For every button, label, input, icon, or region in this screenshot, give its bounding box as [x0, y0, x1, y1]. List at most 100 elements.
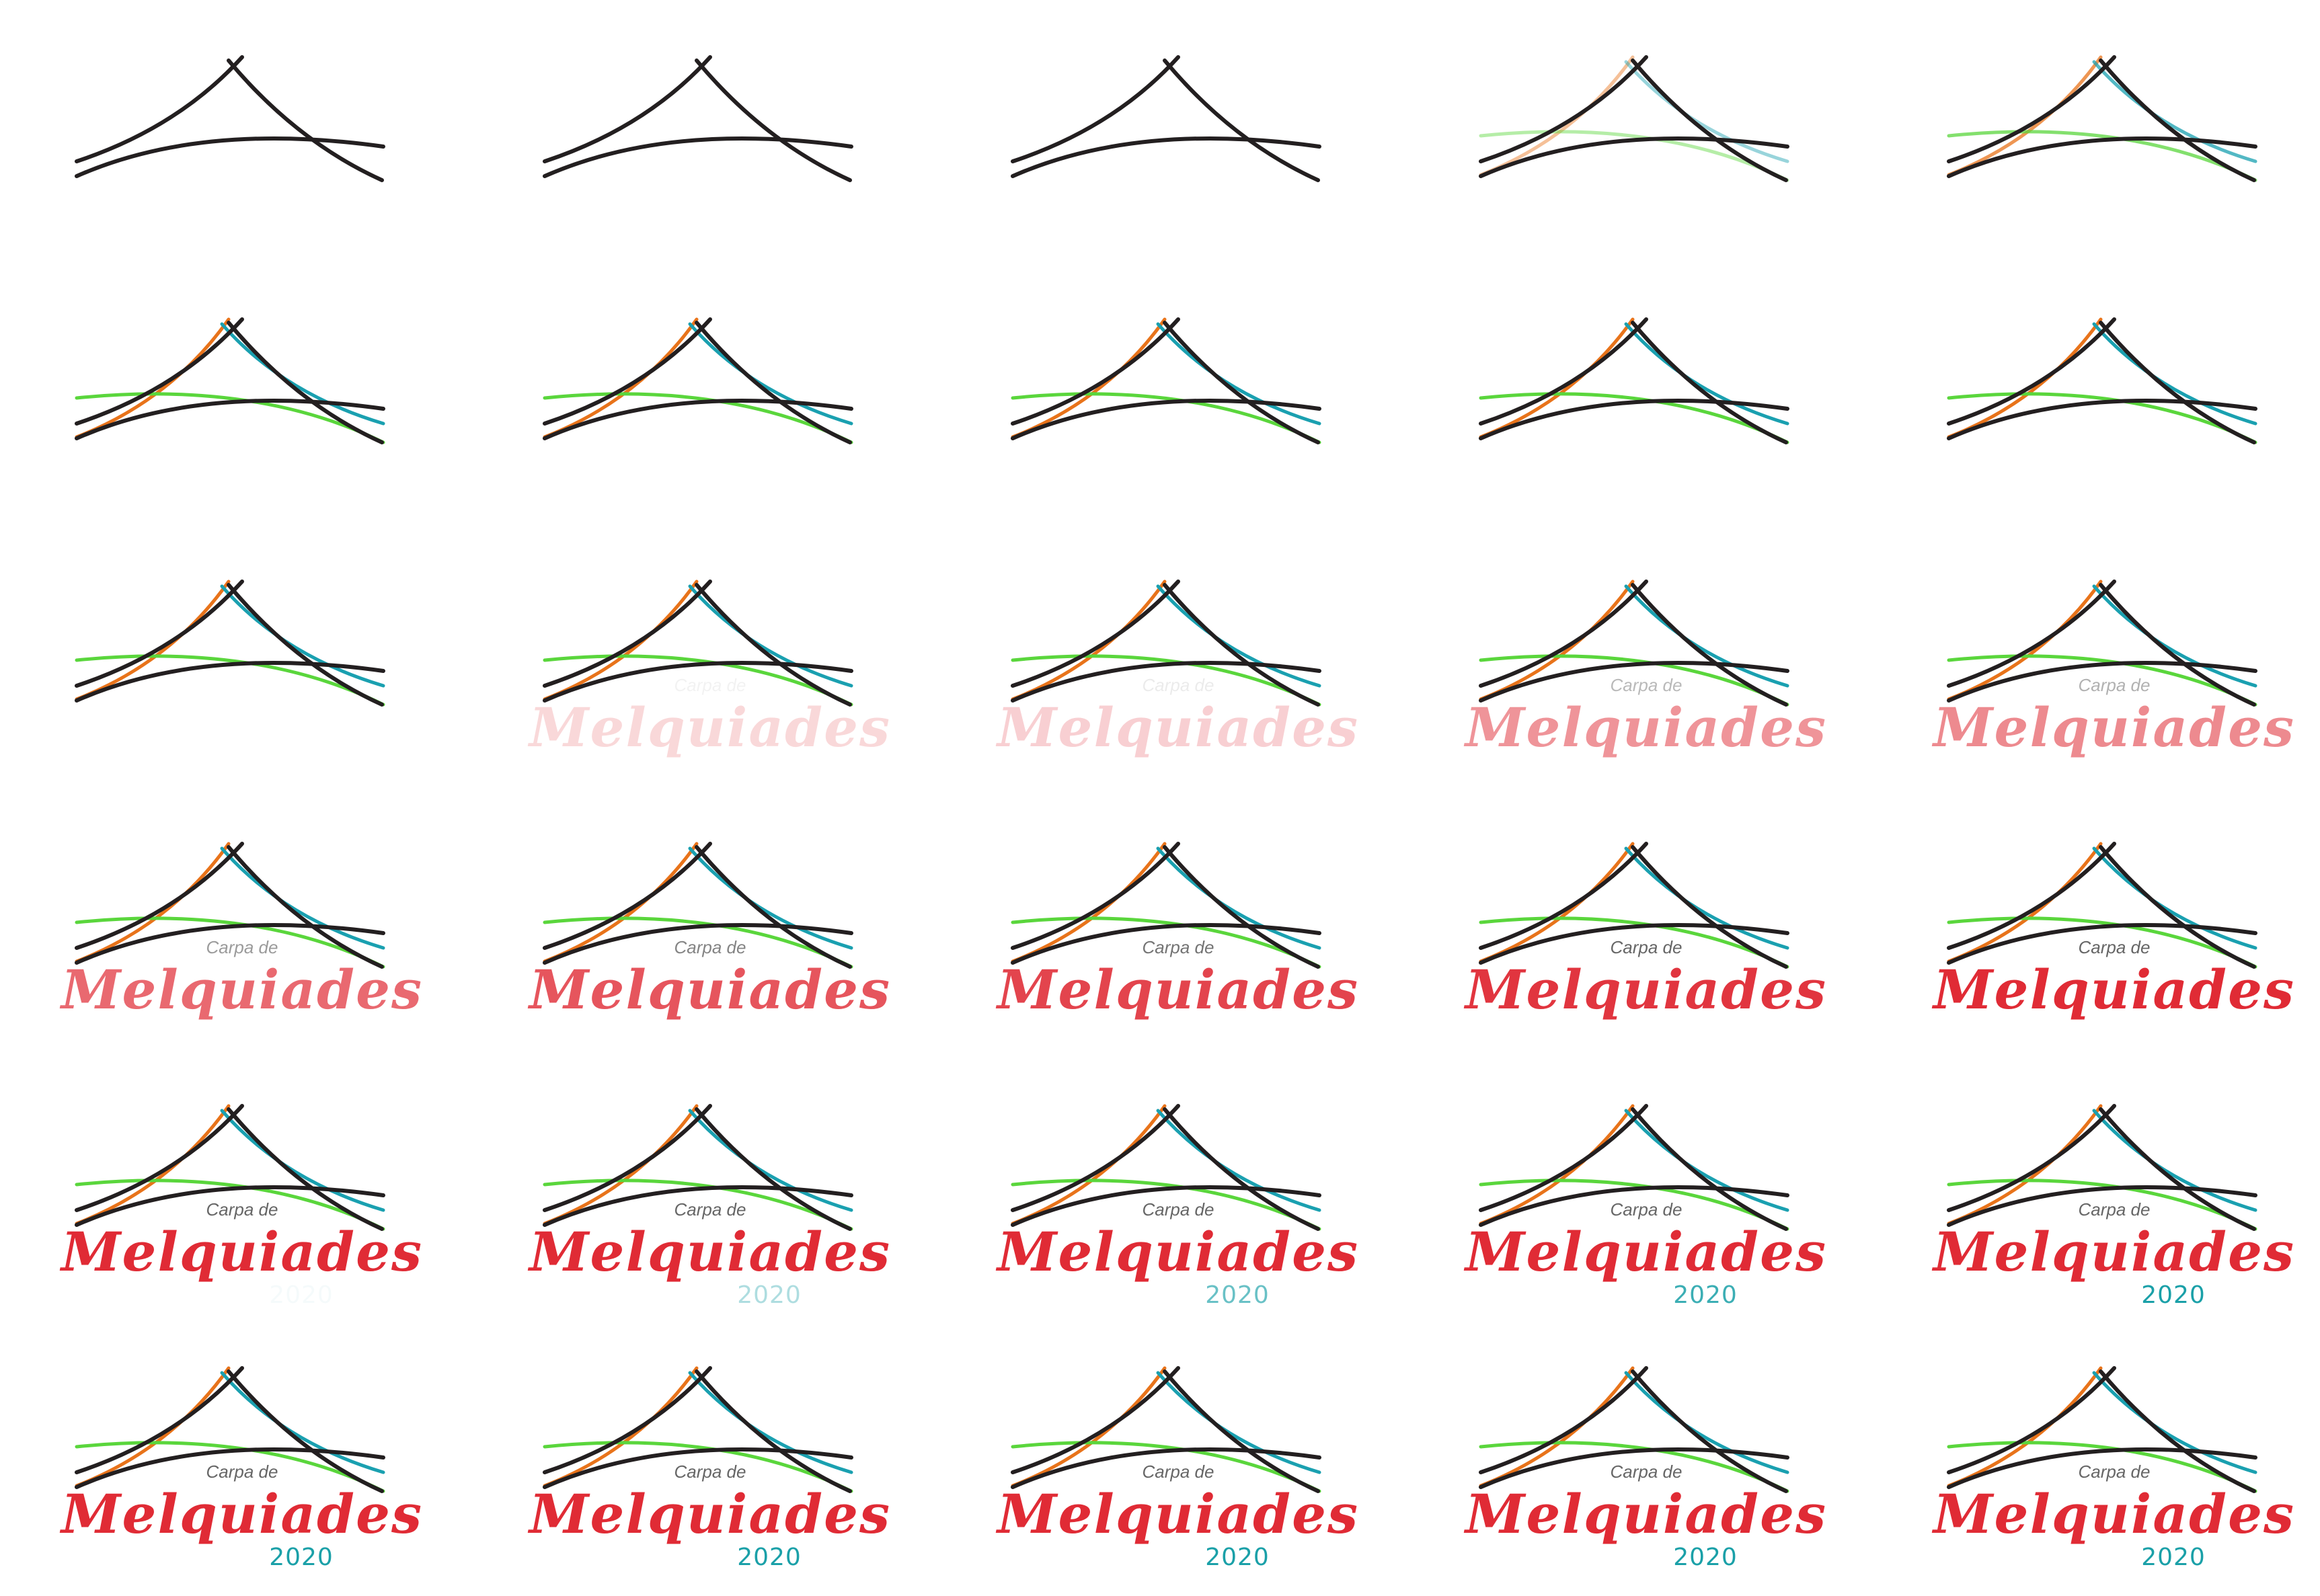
year-text: 2020	[1205, 1281, 1270, 1309]
melquiades-text: Melquiades	[527, 958, 891, 1021]
black-right-tent-line	[227, 845, 384, 969]
melquiades-text: Melquiades	[59, 958, 423, 1021]
teal-tent-line	[688, 322, 853, 426]
black-left-tent-line	[75, 580, 244, 688]
carpa-de-text: Carpa de	[1143, 1199, 1214, 1220]
teal-tent-line	[1624, 1109, 1789, 1212]
teal-tent-line	[1624, 322, 1789, 426]
orange-tent-line	[1011, 317, 1167, 439]
black-left-tent-line	[1011, 842, 1180, 950]
black-right-tent-line	[1163, 321, 1320, 444]
black-right-tent-line	[227, 321, 384, 444]
black-left-tent-line	[1947, 317, 2116, 426]
teal-tent-line	[1624, 846, 1789, 950]
black-right-tent-line	[1631, 1107, 1788, 1231]
logo-frame	[535, 309, 885, 524]
black-right-tent-line	[1163, 583, 1320, 707]
logo-frame	[535, 47, 885, 262]
tent-logo-graphic	[543, 55, 853, 182]
carpa-de-text: Carpa de	[206, 1199, 278, 1220]
black-right-tent-line	[695, 321, 852, 444]
melquiades-text: Melquiades	[995, 696, 1359, 759]
year-text: 2020	[269, 1281, 334, 1309]
teal-tent-line	[220, 1371, 385, 1474]
melquiades-text: Melquiades	[1931, 958, 2295, 1021]
year-text: 2020	[1673, 1544, 1738, 1571]
black-left-tent-line	[543, 580, 712, 688]
black-left-tent-line	[75, 1366, 244, 1474]
tent-logo-graphic	[543, 317, 853, 444]
black-top-arc-line	[1947, 1447, 2257, 1489]
tent-logo-graphic	[1947, 55, 2257, 182]
black-left-tent-line	[1947, 1366, 2116, 1474]
black-right-tent-line	[1631, 1369, 1788, 1493]
orange-tent-line	[1947, 55, 2103, 177]
black-left-tent-line	[75, 317, 244, 426]
black-top-arc-line	[1479, 922, 1789, 965]
logo-frame: Carpa de Melquiades	[995, 834, 1358, 1049]
orange-tent-line	[1479, 55, 1635, 177]
year-text: 2020	[737, 1281, 802, 1309]
melquiades-text: Melquiades	[995, 1482, 1359, 1546]
teal-tent-line	[1624, 1371, 1789, 1474]
melquiades-text: Melquiades	[527, 1220, 891, 1283]
teal-tent-line	[2092, 1109, 2257, 1212]
black-left-tent-line	[1479, 1366, 1648, 1474]
black-top-arc-line	[543, 136, 853, 178]
black-right-tent-line	[2099, 1107, 2256, 1231]
teal-tent-line	[1156, 322, 1321, 426]
black-right-tent-line	[2099, 583, 2256, 707]
black-left-tent-line	[1947, 1104, 2116, 1212]
black-right-tent-line	[227, 1369, 384, 1493]
black-top-arc-line	[543, 1447, 853, 1489]
black-right-tent-line	[695, 1369, 852, 1493]
teal-tent-line	[1624, 60, 1789, 163]
black-top-arc-line	[1479, 398, 1789, 440]
carpa-de-text: Carpa de	[206, 937, 278, 957]
black-left-tent-line	[1947, 55, 2116, 163]
melquiades-text: Melquiades	[1463, 1482, 1827, 1546]
teal-tent-line	[688, 1109, 853, 1212]
tent-logo-graphic	[75, 317, 385, 444]
melquiades-text: Melquiades	[527, 1482, 891, 1546]
black-left-tent-line	[1479, 580, 1648, 688]
carpa-de-text: Carpa de	[2079, 937, 2151, 957]
black-left-tent-line	[1479, 317, 1648, 426]
black-left-tent-line	[543, 1366, 712, 1474]
teal-tent-line	[1156, 1109, 1321, 1212]
black-left-tent-line	[1479, 842, 1648, 950]
year-text: 2020	[1205, 1544, 1270, 1571]
black-left-tent-line	[1479, 55, 1648, 163]
logo-frame	[67, 309, 417, 524]
black-right-tent-line	[695, 583, 852, 707]
carpa-de-text: Carpa de	[2079, 1462, 2151, 1482]
teal-tent-line	[688, 1371, 853, 1474]
black-left-tent-line	[1479, 1104, 1648, 1212]
teal-tent-line	[688, 584, 853, 688]
orange-tent-line	[75, 580, 231, 701]
logo-frame	[1003, 47, 1353, 262]
carpa-de-text: Carpa de	[674, 675, 746, 695]
melquiades-text: Melquiades	[1463, 1220, 1827, 1283]
black-right-tent-line	[1163, 1107, 1320, 1231]
carpa-de-text: Carpa de	[674, 1462, 746, 1482]
teal-tent-line	[2092, 322, 2257, 426]
carpa-de-text: Carpa de	[1611, 675, 1683, 695]
black-right-tent-line	[1163, 1369, 1320, 1493]
black-right-tent-line	[1631, 845, 1788, 969]
